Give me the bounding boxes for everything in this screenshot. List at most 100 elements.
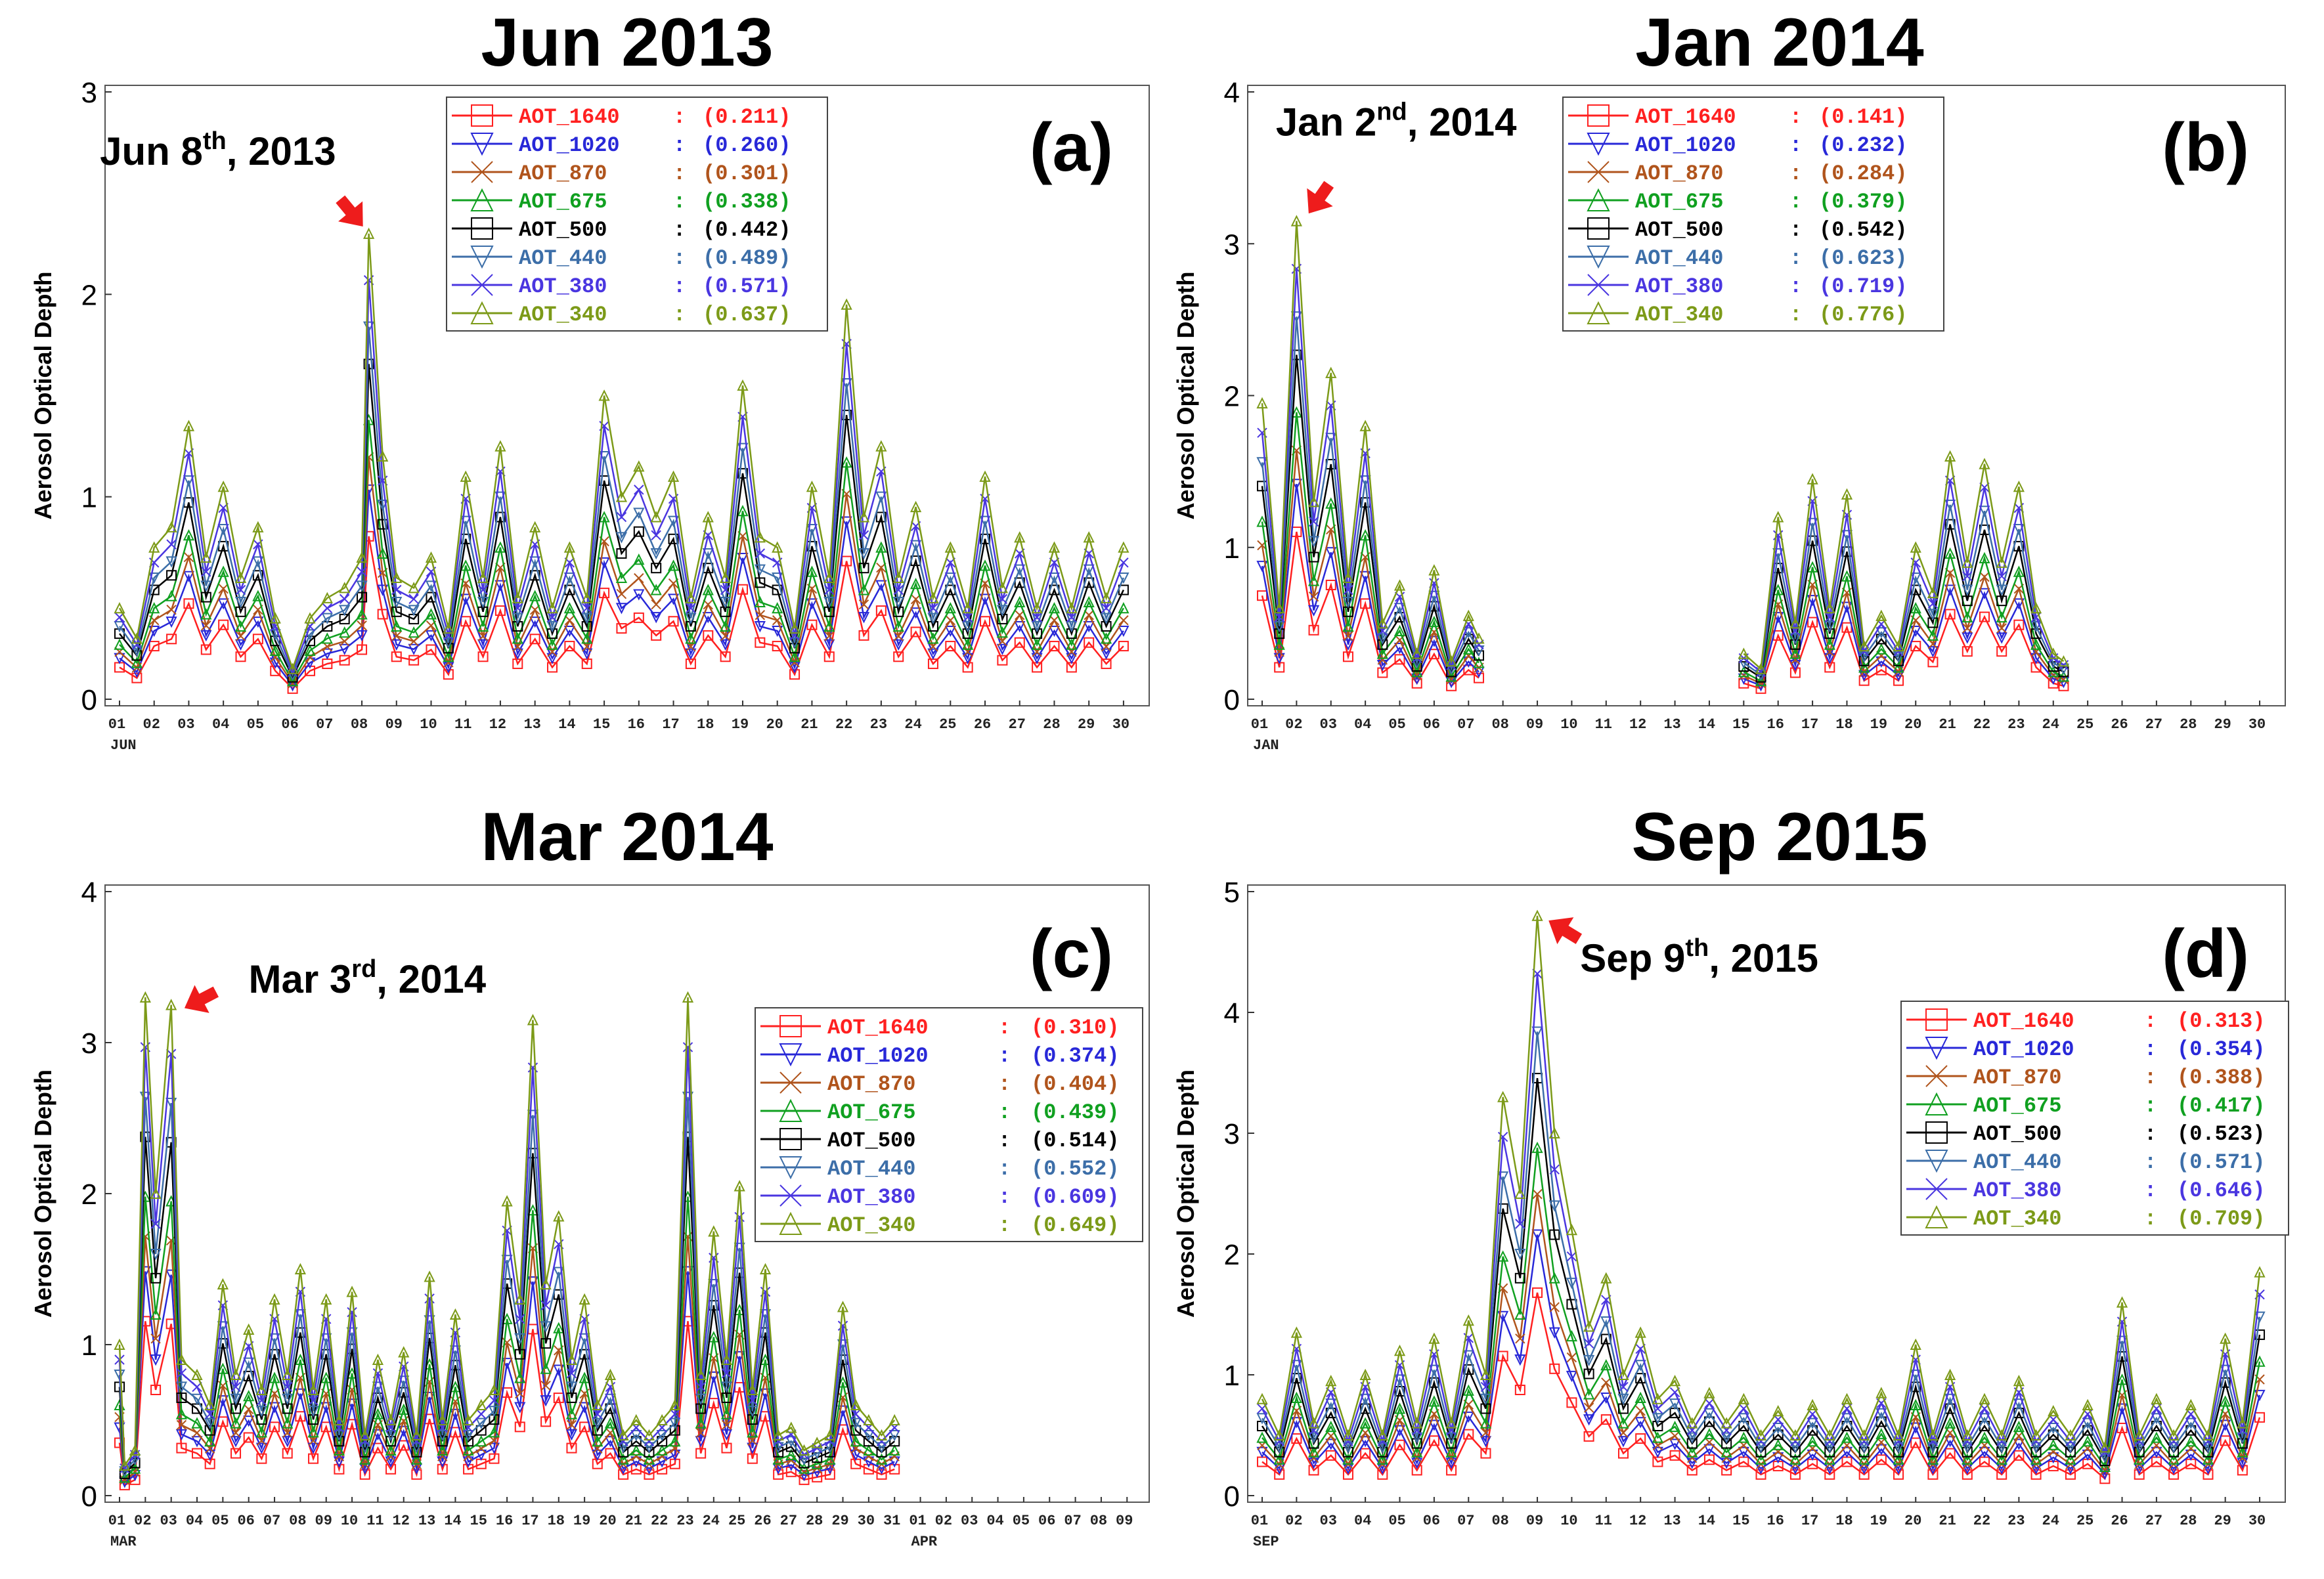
data-point [2013, 524, 2025, 536]
data-point [175, 1429, 188, 1441]
data-point [2048, 1422, 2059, 1435]
legend-marker [779, 1156, 802, 1180]
month-label: JUN [110, 737, 137, 754]
legend-item: AOT_500: (0.442) [452, 217, 791, 242]
data-point [114, 653, 125, 664]
data-point [235, 584, 246, 595]
series-line [1743, 480, 2065, 674]
legend-marker [1587, 246, 1610, 269]
data-point [1996, 646, 2007, 657]
data-point [657, 1436, 668, 1447]
data-point [385, 1444, 397, 1456]
data-point [148, 584, 160, 595]
data-point [1669, 1438, 1681, 1450]
data-point [1858, 1429, 1870, 1440]
data-point [944, 541, 956, 553]
x-tick-label: 24 [703, 1513, 720, 1529]
data-point [282, 1417, 294, 1429]
data-point [1910, 625, 1921, 638]
legend-mean: (0.379) [1819, 190, 1907, 214]
data-point [1669, 1450, 1680, 1461]
data-point [1927, 1429, 1939, 1440]
data-point [2202, 1453, 2214, 1465]
data-point [119, 1459, 131, 1471]
data-point [669, 1449, 681, 1461]
data-point [462, 1444, 474, 1456]
data-point [489, 1395, 500, 1406]
legend: AOT_1640: (0.141) AOT_1020: (0.232) AOT_870:… [1562, 97, 1944, 332]
data-point [443, 643, 454, 654]
annotation-text: Sep 9th, 2015 [1580, 934, 1818, 980]
legend-item: AOT_870: (0.404) [760, 1071, 1119, 1096]
data-point [1274, 1469, 1285, 1480]
data-point [391, 631, 402, 641]
data-point [1858, 1469, 1870, 1480]
data-point [307, 1426, 319, 1438]
data-point [437, 1430, 449, 1442]
data-point [1474, 650, 1484, 661]
data-point [1532, 1189, 1543, 1200]
data-point [1031, 621, 1043, 633]
data-point [979, 515, 991, 527]
data-point [462, 1430, 474, 1442]
data-point [599, 588, 610, 599]
legend-marker [779, 1184, 802, 1207]
month-label: MAR [110, 1534, 137, 1550]
data-point [1325, 1420, 1337, 1433]
data-point [1048, 602, 1061, 614]
data-point [643, 1429, 655, 1440]
data-point [1962, 611, 1973, 623]
data-point [1600, 1392, 1612, 1404]
series-line [1261, 1234, 2261, 1476]
legend-colon: : [673, 162, 686, 186]
data-point [1100, 592, 1112, 603]
data-point [217, 481, 229, 492]
data-point [321, 592, 333, 603]
data-point [515, 1388, 525, 1399]
data-point [1066, 621, 1078, 633]
data-point [858, 630, 869, 641]
legend-marker [779, 1043, 802, 1067]
data-point [772, 625, 783, 638]
data-point [270, 652, 280, 662]
data-point [1893, 661, 1904, 673]
x-tick-label: 28 [806, 1513, 823, 1529]
data-point [1996, 571, 2007, 582]
data-point [565, 1353, 578, 1365]
data-point [2116, 1296, 2128, 1308]
data-point [2057, 655, 2070, 667]
data-point [889, 1463, 900, 1475]
legend-item: AOT_870: (0.301) [452, 161, 791, 186]
data-point [789, 637, 800, 649]
data-point [1893, 1429, 1904, 1440]
data-point [1359, 420, 1371, 431]
legend-name: AOT_340 [827, 1213, 915, 1238]
legend-item: AOT_675: (0.417) [1906, 1092, 2265, 1118]
data-point [1841, 1413, 1853, 1425]
data-point [2220, 1332, 2231, 1344]
data-point [1445, 1417, 1457, 1429]
data-point [605, 1448, 616, 1459]
y-tick-label: 2 [1224, 381, 1240, 413]
data-point [408, 594, 419, 605]
data-point [582, 603, 592, 613]
data-point [1548, 1327, 1560, 1339]
data-point [359, 1442, 371, 1454]
data-point [1411, 647, 1423, 659]
y-tick-label: 2 [1224, 1239, 1240, 1271]
legend-item: AOT_340: (0.709) [1906, 1205, 2265, 1231]
data-point [1514, 1308, 1526, 1320]
data-point [1944, 1368, 1956, 1380]
x-tick-label: 28 [2180, 1513, 2197, 1529]
data-point [2013, 1374, 2025, 1387]
x-tick-label: 20 [599, 1513, 616, 1529]
data-point [1875, 643, 1887, 655]
data-point [1118, 573, 1129, 584]
data-point [772, 1453, 784, 1465]
legend-item: AOT_440: (0.623) [1568, 246, 1907, 270]
data-point [2202, 1429, 2214, 1440]
data-point [252, 616, 264, 628]
x-tick-label: 17 [662, 716, 679, 733]
x-tick-label: 24 [2042, 1513, 2059, 1529]
data-point [234, 639, 247, 651]
